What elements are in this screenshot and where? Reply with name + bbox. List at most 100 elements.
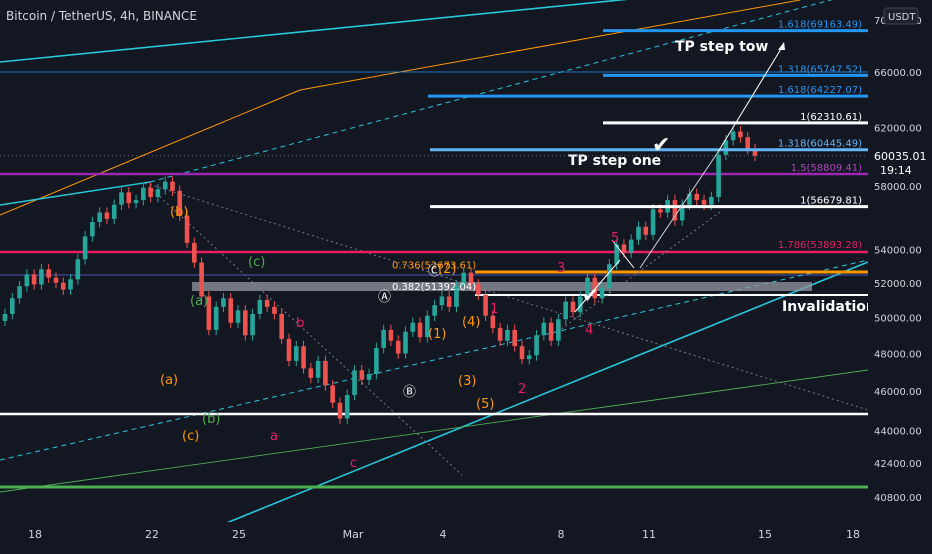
- candle-body: [39, 269, 44, 285]
- channel-line-dashed: [149, 0, 833, 183]
- candle-body: [31, 274, 37, 285]
- projection-line: [639, 151, 719, 269]
- candle-body: [315, 360, 321, 378]
- check-mark-icon: ✔: [582, 283, 599, 307]
- last-price-label: 60035.01: [874, 150, 927, 163]
- wave-label: (c): [182, 429, 199, 444]
- channel-line-upper: [0, 0, 629, 63]
- candle-body: [206, 296, 212, 330]
- candle-body: [250, 313, 255, 336]
- arrow-head: [778, 42, 785, 50]
- y-tick-label: 50000.00: [874, 313, 922, 324]
- currency-badge-label: USDT: [888, 12, 916, 23]
- candle-body: [366, 374, 372, 380]
- candle-body: [213, 306, 219, 330]
- wave-label: (a): [190, 294, 208, 309]
- candle-body: [570, 301, 576, 313]
- x-tick-label: 22: [145, 528, 159, 541]
- candle-body: [133, 200, 139, 204]
- green-trend-line: [0, 369, 869, 493]
- candle-body: [395, 340, 401, 354]
- annotation-tp-step-one: TP step one: [568, 153, 661, 169]
- candle-body: [687, 193, 692, 205]
- candle-body: [752, 148, 758, 156]
- candle-body: [534, 335, 539, 356]
- candle-body: [476, 284, 481, 295]
- wave-label: (c): [248, 255, 265, 270]
- candle-body: [301, 346, 306, 369]
- candle-body: [60, 282, 66, 290]
- candle-body: [177, 190, 183, 216]
- candle-body: [272, 306, 277, 314]
- candle-body: [126, 192, 132, 204]
- candle-body: [359, 370, 365, 380]
- last-price-badge: [868, 146, 932, 177]
- candle-body: [512, 329, 518, 347]
- x-tick-label: 25: [232, 528, 246, 541]
- impulse-arrow-2: [611, 239, 635, 269]
- candle-body: [432, 305, 437, 316]
- wave-label: (3): [458, 374, 476, 389]
- candle-body: [374, 348, 379, 375]
- candle-body: [716, 154, 721, 197]
- fib-level-label: 0.382(51392.04): [392, 282, 476, 293]
- candle-body: [672, 200, 678, 221]
- candle-body: [75, 259, 81, 280]
- trend-line-orange: [0, 89, 301, 216]
- candle-body: [577, 296, 583, 313]
- y-tick-label: 62000.00: [874, 123, 922, 134]
- candle-body: [228, 298, 234, 323]
- wave-label: 3: [557, 261, 565, 276]
- fib-level-label: 1.318(60445.49): [778, 139, 862, 150]
- wave-label: a: [270, 429, 278, 444]
- candle-body: [621, 244, 627, 253]
- channel-line-lower: [159, 261, 869, 551]
- wave-label: Ⓐ: [378, 290, 391, 305]
- candle-body: [643, 226, 649, 235]
- wave-label: (b): [202, 412, 220, 427]
- candle-body: [279, 313, 284, 339]
- candle-body: [541, 322, 547, 336]
- candle-body: [461, 272, 467, 287]
- candle-body: [352, 370, 357, 396]
- wave-label: (4): [462, 315, 480, 330]
- fib-level-label: 0.736(52673.61): [392, 260, 476, 271]
- candle-body: [454, 286, 459, 307]
- candle-body: [607, 264, 612, 288]
- candle-body: [519, 346, 525, 360]
- wave-label: b: [296, 316, 304, 331]
- y-tick-label: 48000.00: [874, 350, 922, 361]
- candle-body: [344, 395, 350, 419]
- candle-body: [490, 315, 496, 329]
- check-mark-icon: ✔: [652, 133, 670, 158]
- y-tick-label: 46000.00: [874, 387, 922, 398]
- candle-body: [505, 329, 510, 341]
- candle-body: [439, 296, 445, 306]
- x-tick-label: 11: [642, 528, 656, 541]
- fib-level-label: 1.5(58809.41): [791, 163, 863, 174]
- candle-body: [68, 279, 73, 290]
- fib-level-label: 1.618(69163.49): [778, 20, 862, 31]
- candle-body: [192, 242, 197, 263]
- chart-title: Bitcoin / TetherUS, 4h, BINANCE: [6, 9, 197, 23]
- candle-body: [155, 189, 161, 197]
- candle-body: [17, 286, 22, 299]
- trend-line-orange-2: [299, 0, 801, 91]
- candle-body: [709, 196, 714, 205]
- wave-label: (1): [428, 327, 446, 342]
- x-tick-label: 4: [440, 528, 447, 541]
- candle-body: [46, 269, 51, 278]
- candle-body: [556, 319, 561, 341]
- candle-body: [614, 244, 619, 265]
- support-dotted: [559, 211, 721, 331]
- wave-label: 2: [518, 382, 526, 397]
- x-tick-label: 8: [558, 528, 565, 541]
- candle-body: [184, 215, 190, 243]
- wave-label: 4: [585, 323, 593, 338]
- candle-body: [170, 181, 175, 191]
- fib-level-label: 1.786(53893.28): [778, 240, 862, 251]
- price-axis-bg: [868, 0, 932, 550]
- candle-body: [104, 212, 110, 219]
